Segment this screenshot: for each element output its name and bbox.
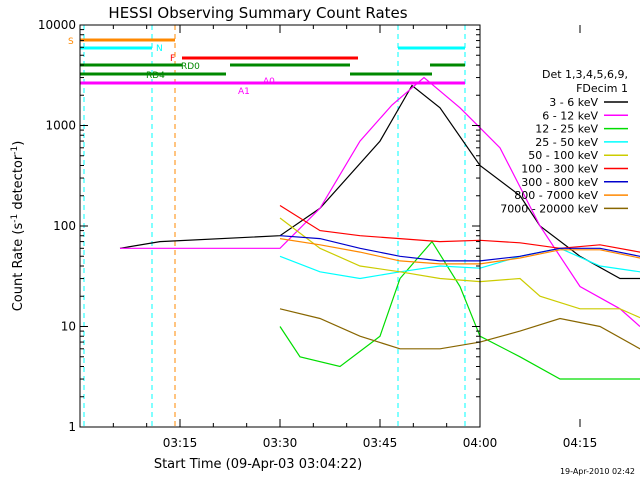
flag-label: RD4 [146,71,165,81]
legend-label: 6 - 12 keV [542,109,598,122]
legend-label: 3 - 6 keV [549,96,598,109]
y-label-part2: detector [11,154,26,214]
y-label-part1: Count Rate (s [11,223,26,312]
legend-label: 50 - 100 keV [528,149,598,162]
legend-label: 7000 - 20000 keV [500,202,598,215]
flag-label: F [170,54,175,64]
x-axis-label: Start Time (09-Apr-03 03:04:22) [154,457,362,472]
x-tick-label: 03:30 [263,436,298,450]
series-line [279,240,640,380]
legend-label: 300 - 800 keV [521,176,598,189]
y-axis-label: Count Rate (s-1 detector-1) [10,141,26,312]
y-tick-label: 1 [68,420,76,434]
flag-label: RD0 [181,62,200,72]
timestamp: 19-Apr-2010 02:42 [560,467,635,476]
flag-label: A1 [238,87,250,97]
y-axis: 10000 1000 100 10 1 [38,18,480,434]
legend-header-2: FDecim 1 [576,82,628,95]
legend-header-1: Det 1,3,4,5,6,9, [542,68,628,81]
y-label-sup2: -1 [10,146,20,155]
y-tick-label: 100 [53,219,76,233]
flag-label: A0 [263,77,275,87]
flag-label: S [68,37,74,47]
y-tick-label: 10000 [38,18,76,32]
y-label-sup: -1 [10,214,20,223]
x-tick-label: 03:15 [163,436,198,450]
legend-label: 12 - 25 keV [535,123,598,136]
flag-label: N [156,44,163,54]
x-tick-label: 04:15 [563,436,598,450]
legend-label: 800 - 7000 keV [514,189,598,202]
y-tick-label: 10 [61,320,76,334]
x-tick-label: 04:00 [463,436,498,450]
legend-label: 100 - 300 keV [521,163,598,176]
x-tick-label: 03:45 [363,436,398,450]
legend-label: 25 - 50 keV [535,136,598,149]
chart-title: HESSI Observing Summary Count Rates [108,4,407,22]
y-tick-label: 1000 [45,119,76,133]
series-line [120,76,640,327]
y-label-part3: ) [11,141,26,146]
